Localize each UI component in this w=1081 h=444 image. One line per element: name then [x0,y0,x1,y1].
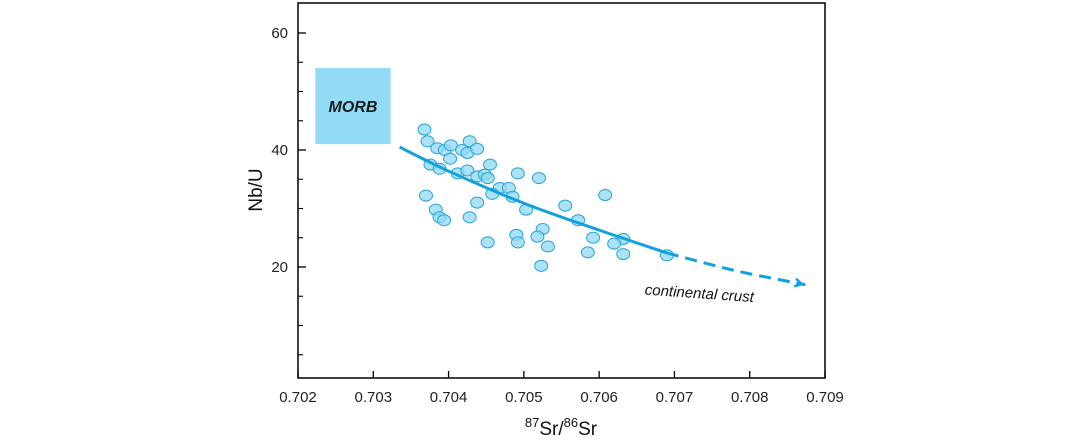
x-tick-label: 0.705 [505,389,543,406]
y-axis: 20 40 60 [271,25,306,356]
x-title-sup-86: 86 [564,415,578,430]
data-point [480,236,495,249]
trend-curve-dashed [666,251,806,285]
trend-curve-solid [398,145,668,255]
data-point [580,246,595,259]
data-point [482,158,497,171]
data-point [531,172,546,185]
data-point [470,142,485,155]
data-points [417,123,674,272]
x-tick-label: 0.707 [656,389,694,406]
continental-crust-label: continental crust [644,282,755,307]
x-title-sr2: Sr [578,419,598,440]
y-tick-label: 20 [271,259,288,276]
data-point [460,164,475,177]
morb-region-box [315,68,391,145]
x-tick-label: 0.703 [355,389,393,406]
data-point [607,237,622,250]
x-axis-title: 87Sr/86Sr [525,415,598,440]
data-point [534,259,549,272]
x-tick-label: 0.706 [580,389,618,406]
x-tick-label: 0.702 [279,389,317,406]
data-point [462,135,477,148]
data-point [530,230,545,243]
data-point [510,236,525,249]
data-point [558,199,573,212]
y-tick-label: 60 [271,25,288,42]
plot-frame [297,2,826,379]
data-point [420,135,435,148]
data-point [616,248,631,261]
data-point [417,123,432,136]
x-title-sup-87: 87 [525,415,539,430]
data-point [462,211,477,224]
x-tick-label: 0.704 [430,389,468,406]
data-point [443,152,458,165]
data-point [418,189,433,202]
x-tick-label: 0.708 [731,389,769,406]
y-tick-label: 40 [271,142,288,159]
y-axis-title: Nb/U [246,168,267,211]
data-point [540,240,555,253]
x-tick-label: 0.709 [806,389,844,406]
data-point [598,189,613,202]
data-point [480,172,495,185]
data-point [443,139,458,152]
x-axis: 0.702 0.703 0.704 0.705 0.706 0.707 0.708 0.709 [279,371,844,406]
morb-label: MORB [329,99,378,116]
data-point [510,167,525,180]
data-point [586,231,601,244]
data-point [437,214,452,227]
x-title-sr1: Sr/ [539,419,564,440]
data-point [470,196,485,209]
